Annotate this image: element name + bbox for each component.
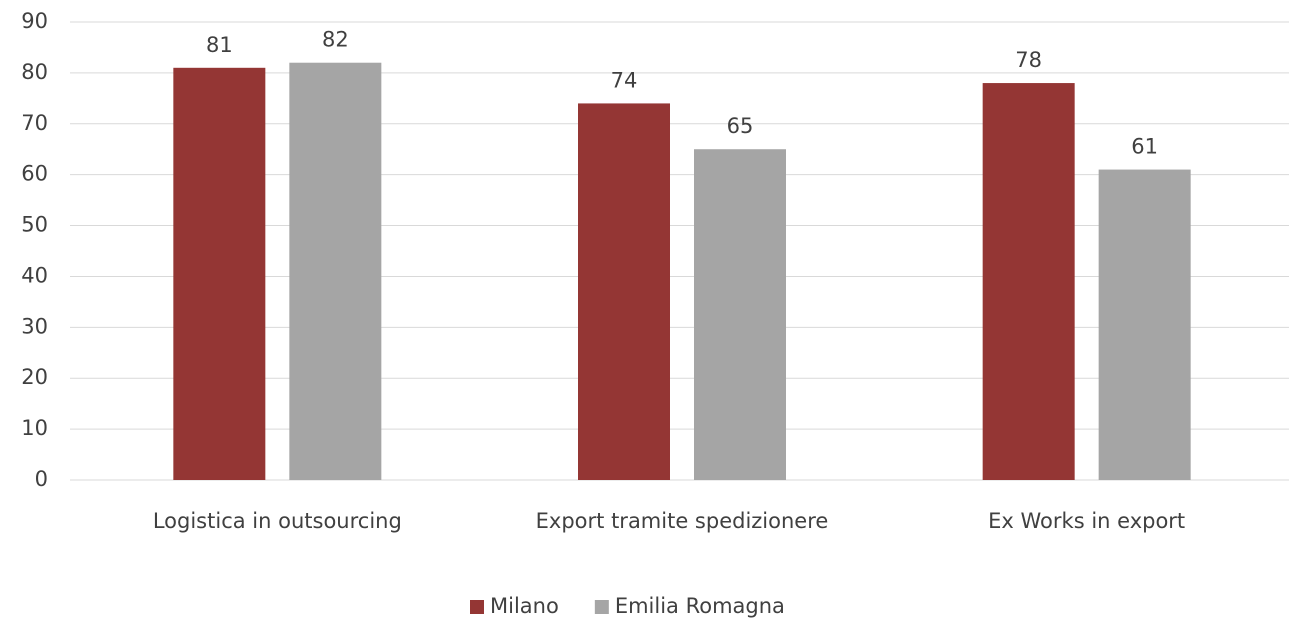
- x-tick-label: Ex Works in export: [988, 509, 1185, 533]
- x-tick-label: Export tramite spedizionere: [536, 509, 829, 533]
- bar: [289, 62, 382, 480]
- y-tick-label: 0: [35, 467, 48, 491]
- y-tick-label: 30: [21, 314, 48, 338]
- bar: [1098, 169, 1191, 481]
- data-label: 78: [1015, 48, 1042, 72]
- y-tick-label: 60: [21, 162, 48, 186]
- data-label: 61: [1131, 135, 1158, 159]
- y-tick-label: 90: [21, 9, 48, 33]
- legend-label: Emilia Romagna: [615, 594, 785, 618]
- bar: [578, 103, 670, 480]
- y-tick-label: 50: [21, 213, 48, 237]
- y-tick-label: 70: [21, 111, 48, 135]
- y-tick-label: 80: [21, 60, 48, 84]
- y-tick-label: 10: [21, 416, 48, 440]
- x-tick-label: Logistica in outsourcing: [153, 509, 402, 533]
- y-tick-label: 40: [21, 263, 48, 287]
- data-label: 65: [727, 114, 754, 138]
- data-label: 74: [611, 68, 638, 92]
- bar: [694, 149, 786, 480]
- data-label: 82: [322, 28, 349, 52]
- legend-swatch: [594, 600, 609, 614]
- data-label: 81: [206, 33, 233, 57]
- legend-swatch: [470, 600, 484, 614]
- y-tick-label: 20: [21, 365, 48, 389]
- bar: [173, 67, 266, 481]
- bar: [982, 83, 1075, 481]
- legend-label: Milano: [490, 594, 559, 618]
